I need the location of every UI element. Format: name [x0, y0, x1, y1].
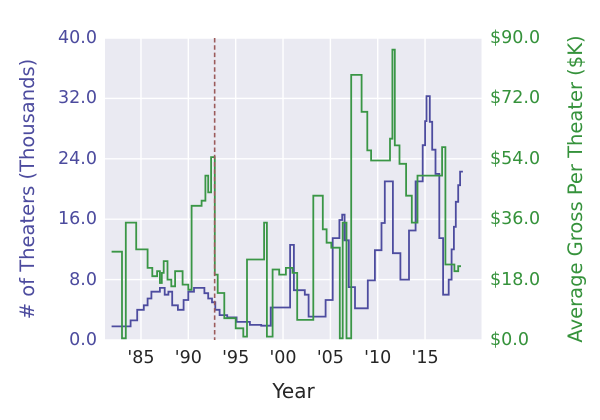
right-tick-label: $90.0 [490, 28, 541, 48]
right-tick-label: $0.0 [490, 330, 529, 350]
x-tick-label: '00 [269, 348, 297, 368]
right-tick-label: $54.0 [490, 148, 541, 169]
x-tick-label: '15 [411, 348, 439, 368]
x-tick-label: '95 [222, 348, 250, 368]
series-right [111, 48, 461, 340]
left-tick-label: 0.0 [69, 330, 97, 350]
x-tick-label: '10 [364, 348, 392, 368]
x-tick-label: '05 [316, 348, 344, 368]
right-axis-title: Average Gross Per Theater ($K) [564, 35, 587, 343]
left-tick-label: 16.0 [58, 209, 97, 230]
left-tick-label: 32.0 [58, 88, 97, 109]
x-axis-title: Year [272, 379, 315, 403]
left-tick-label: 8.0 [69, 269, 97, 290]
right-tick-label: $72.0 [490, 88, 541, 109]
left-tick-label: 40.0 [58, 28, 97, 48]
x-tick-label: '85 [127, 348, 155, 368]
right-tick-label: $18.0 [490, 269, 541, 290]
right-tick-label: $36.0 [490, 209, 541, 230]
series-left [111, 95, 463, 328]
left-axis-title: # of Theaters (Thousands) [16, 58, 39, 320]
left-tick-label: 24.0 [58, 148, 97, 169]
x-tick-label: '90 [174, 348, 202, 368]
